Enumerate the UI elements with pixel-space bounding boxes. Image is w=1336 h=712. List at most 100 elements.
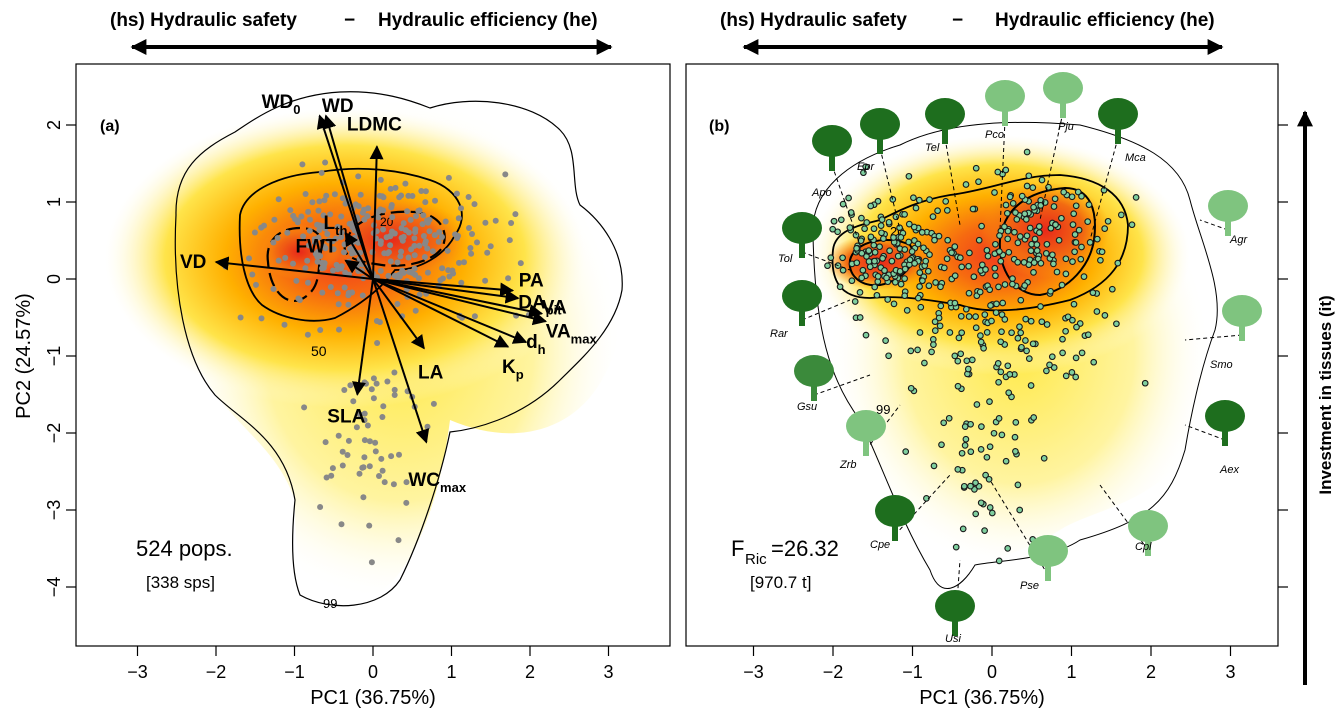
data-point [361,216,368,223]
data-point [1047,287,1054,295]
data-point [335,301,342,308]
data-point [1029,184,1037,191]
data-point [355,173,362,180]
data-point [1098,248,1106,256]
data-point [874,273,882,280]
data-point [387,185,394,192]
data-point [361,410,368,417]
data-point [1014,481,1022,489]
data-point [398,192,405,199]
data-point [366,522,373,529]
data-point [951,272,959,280]
data-point [395,537,402,544]
data-point [951,352,959,360]
x-tick-label: 2 [1146,662,1156,682]
data-point [998,328,1005,336]
data-point [376,473,382,479]
data-point [891,278,899,286]
species-count: [338 sps] [146,573,215,592]
data-point [387,258,394,265]
data-point [861,225,868,233]
loading-arrow-wcmax [372,278,430,444]
data-point [977,332,984,339]
data-point [859,266,867,274]
loading-label-va: VA [542,298,567,319]
data-point [990,429,998,437]
tree-trunk [1239,315,1245,341]
data-point [977,446,985,453]
contour-label-50-a: 50 [311,343,327,359]
data-point [992,272,999,280]
x-tick-label: 2 [525,662,535,682]
data-point [972,324,980,332]
data-point [938,441,945,449]
data-point [980,344,987,352]
data-point [873,291,881,299]
data-point [275,196,282,203]
data-point [1050,260,1057,268]
data-point [391,272,398,279]
data-point [471,313,478,320]
tree-canopy [985,80,1025,112]
loading-arrow-la [372,278,425,350]
data-point [352,201,359,208]
data-point [341,284,348,291]
data-point [300,233,307,240]
data-point [871,283,879,291]
data-point [1008,329,1015,337]
top-banner-b: (hs) Hydraulic safety − Hydraulic effici… [720,10,1224,55]
data-point [389,228,395,235]
data-point [914,346,921,354]
data-point [964,365,972,373]
hs-label: (hs) Hydraulic safety [110,10,297,31]
data-point [413,213,419,220]
data-point [911,260,918,267]
data-point [960,482,968,490]
data-point [1022,315,1030,323]
data-point [305,242,312,249]
data-point [905,172,913,180]
species-code: Pse [1020,580,1039,592]
data-point [858,274,866,282]
data-point [1038,176,1046,184]
data-point [902,448,910,455]
data-point [924,267,932,275]
data-point [391,392,398,398]
data-point [360,494,367,501]
data-point [404,208,411,215]
data-point [1090,358,1098,366]
data-point [251,229,258,236]
data-point [368,386,375,393]
x-tick-label: 1 [1066,662,1076,682]
data-point [1068,369,1076,376]
data-point [517,260,524,267]
y-tick-label: −1 [44,346,64,367]
data-point [1078,192,1085,200]
data-point [366,438,373,445]
data-point [461,259,467,266]
data-point [474,239,480,246]
data-point [1101,312,1109,319]
y-tick-label: 1 [44,197,64,207]
data-point [1025,172,1033,180]
data-point [839,254,846,262]
species-code: Cpl [1135,541,1152,553]
data-point [1023,232,1031,240]
data-point [349,289,356,296]
data-point [1089,289,1097,297]
data-point [270,286,277,292]
data-point [359,292,366,299]
data-point [412,307,419,314]
loading-arrow-sla [352,278,374,396]
species-code: Agr [1229,234,1248,246]
data-point [492,217,499,224]
data-point [328,472,335,479]
points-b [824,148,1149,565]
data-point [1059,335,1066,343]
data-point [324,231,331,237]
data-point [380,403,387,410]
data-point [1011,433,1019,441]
x-tick-label: −2 [206,662,227,682]
data-point [321,197,328,204]
panel-b: (hs) Hydraulic safety − Hydraulic effici… [685,10,1335,709]
